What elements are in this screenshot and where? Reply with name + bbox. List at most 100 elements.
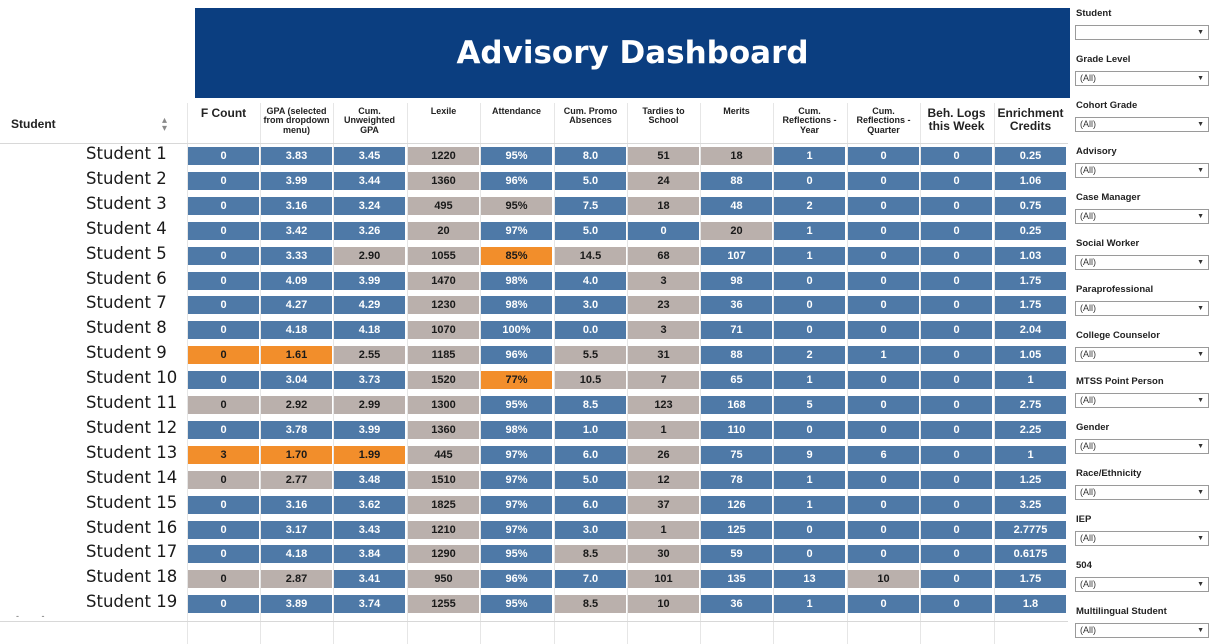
filter-dropdown[interactable]: (All) ▼ xyxy=(1075,71,1209,86)
table-cell[interactable]: 18 xyxy=(628,197,699,215)
column-header[interactable]: Merits xyxy=(723,106,750,116)
column-header[interactable]: Lexile xyxy=(430,106,457,116)
table-cell[interactable]: 97% xyxy=(481,446,552,464)
table-cell[interactable]: 3 xyxy=(188,446,259,464)
table-cell[interactable]: 0 xyxy=(848,496,919,514)
table-cell[interactable]: 0 xyxy=(848,545,919,563)
table-cell[interactable]: 0 xyxy=(188,371,259,389)
student-row-label[interactable]: Student 1 xyxy=(86,144,167,163)
table-cell[interactable]: 4.18 xyxy=(334,321,405,339)
table-cell[interactable]: 1255 xyxy=(408,595,479,613)
table-cell[interactable]: 8.0 xyxy=(555,147,626,165)
table-cell[interactable]: 3.43 xyxy=(334,521,405,539)
table-cell[interactable]: 8.5 xyxy=(555,396,626,414)
column-header[interactable]: Enrichment Credits xyxy=(997,106,1064,133)
table-cell[interactable]: 14.5 xyxy=(555,247,626,265)
table-cell[interactable]: 37 xyxy=(628,496,699,514)
table-cell[interactable]: 77% xyxy=(481,371,552,389)
table-cell[interactable]: 13 xyxy=(774,570,845,588)
table-cell[interactable]: 20 xyxy=(408,222,479,240)
table-cell[interactable]: 88 xyxy=(701,346,772,364)
table-cell[interactable]: 2.25 xyxy=(995,421,1066,439)
table-cell[interactable]: 0 xyxy=(848,371,919,389)
table-cell[interactable]: 1520 xyxy=(408,371,479,389)
table-cell[interactable]: 1 xyxy=(774,147,845,165)
table-cell[interactable]: 4.27 xyxy=(261,296,332,314)
table-cell[interactable]: 1.61 xyxy=(261,346,332,364)
column-header[interactable]: GPA (selected from dropdown menu) xyxy=(263,106,330,135)
table-cell[interactable]: 0 xyxy=(921,296,992,314)
chevron-down-icon[interactable]: ▼ xyxy=(1197,121,1204,128)
column-header[interactable]: Cum. Reflections - Quarter xyxy=(856,106,911,135)
student-row-label[interactable]: Student 7 xyxy=(86,293,167,312)
table-cell[interactable]: 3.73 xyxy=(334,371,405,389)
table-cell[interactable]: 3.26 xyxy=(334,222,405,240)
table-cell[interactable]: 0 xyxy=(188,172,259,190)
student-row-label[interactable]: Student 14 xyxy=(86,468,178,487)
table-cell[interactable]: 0 xyxy=(848,247,919,265)
chevron-down-icon[interactable]: ▼ xyxy=(1197,581,1204,588)
table-cell[interactable]: 0 xyxy=(188,545,259,563)
student-row-label[interactable]: Student 17 xyxy=(86,542,178,561)
table-cell[interactable]: 1510 xyxy=(408,471,479,489)
table-cell[interactable]: 3.44 xyxy=(334,172,405,190)
table-cell[interactable]: 8.5 xyxy=(555,545,626,563)
table-cell[interactable]: 0 xyxy=(921,222,992,240)
table-cell[interactable]: 0 xyxy=(848,321,919,339)
table-cell[interactable]: 1.70 xyxy=(261,446,332,464)
table-cell[interactable]: 101 xyxy=(628,570,699,588)
table-cell[interactable]: 0 xyxy=(188,570,259,588)
student-row-label[interactable]: Student 19 xyxy=(86,592,178,611)
sort-icon[interactable]: ▴ ▾ xyxy=(162,115,168,134)
table-cell[interactable]: 1210 xyxy=(408,521,479,539)
table-cell[interactable]: 1 xyxy=(774,247,845,265)
table-cell[interactable]: 95% xyxy=(481,595,552,613)
table-cell[interactable]: 0 xyxy=(628,222,699,240)
chevron-down-icon[interactable]: ▼ xyxy=(1197,443,1204,450)
table-cell[interactable]: 3.74 xyxy=(334,595,405,613)
chevron-down-icon[interactable]: ▼ xyxy=(1197,489,1204,496)
table-cell[interactable]: 98% xyxy=(481,272,552,290)
table-cell[interactable]: 123 xyxy=(628,396,699,414)
table-cell[interactable]: 98% xyxy=(481,296,552,314)
table-cell[interactable]: 3.42 xyxy=(261,222,332,240)
table-cell[interactable]: 0 xyxy=(921,595,992,613)
table-cell[interactable]: 96% xyxy=(481,346,552,364)
table-cell[interactable]: 5.0 xyxy=(555,471,626,489)
table-cell[interactable]: 3.41 xyxy=(334,570,405,588)
table-cell[interactable]: 51 xyxy=(628,147,699,165)
table-cell[interactable]: 0 xyxy=(188,197,259,215)
table-cell[interactable]: 3.84 xyxy=(334,545,405,563)
table-cell[interactable]: 95% xyxy=(481,545,552,563)
table-cell[interactable]: 0 xyxy=(848,595,919,613)
table-cell[interactable]: 59 xyxy=(701,545,772,563)
table-cell[interactable]: 97% xyxy=(481,471,552,489)
table-cell[interactable]: 0 xyxy=(921,521,992,539)
student-row-label[interactable]: Student 5 xyxy=(86,244,167,263)
table-cell[interactable]: 31 xyxy=(628,346,699,364)
table-cell[interactable]: 98 xyxy=(701,272,772,290)
table-cell[interactable]: 3.04 xyxy=(261,371,332,389)
table-cell[interactable]: 0 xyxy=(921,496,992,514)
table-cell[interactable]: 0 xyxy=(921,147,992,165)
table-cell[interactable]: 0 xyxy=(188,321,259,339)
table-cell[interactable]: 85% xyxy=(481,247,552,265)
student-row-label[interactable]: Student 4 xyxy=(86,219,167,238)
table-cell[interactable]: 3 xyxy=(628,321,699,339)
table-cell[interactable]: 1825 xyxy=(408,496,479,514)
column-header[interactable]: Cum. Reflections - Year xyxy=(782,106,837,135)
table-cell[interactable]: 1230 xyxy=(408,296,479,314)
table-cell[interactable]: 2 xyxy=(774,197,845,215)
table-cell[interactable]: 0 xyxy=(774,421,845,439)
table-cell[interactable]: 0 xyxy=(188,396,259,414)
table-cell[interactable]: 2.75 xyxy=(995,396,1066,414)
table-cell[interactable]: 1055 xyxy=(408,247,479,265)
table-cell[interactable]: 1 xyxy=(774,471,845,489)
table-cell[interactable]: 3.99 xyxy=(334,272,405,290)
table-cell[interactable]: 23 xyxy=(628,296,699,314)
chevron-down-icon[interactable]: ▼ xyxy=(1197,627,1204,634)
table-cell[interactable]: 1360 xyxy=(408,172,479,190)
table-cell[interactable]: 1 xyxy=(628,421,699,439)
table-cell[interactable]: 445 xyxy=(408,446,479,464)
table-cell[interactable]: 0 xyxy=(848,147,919,165)
